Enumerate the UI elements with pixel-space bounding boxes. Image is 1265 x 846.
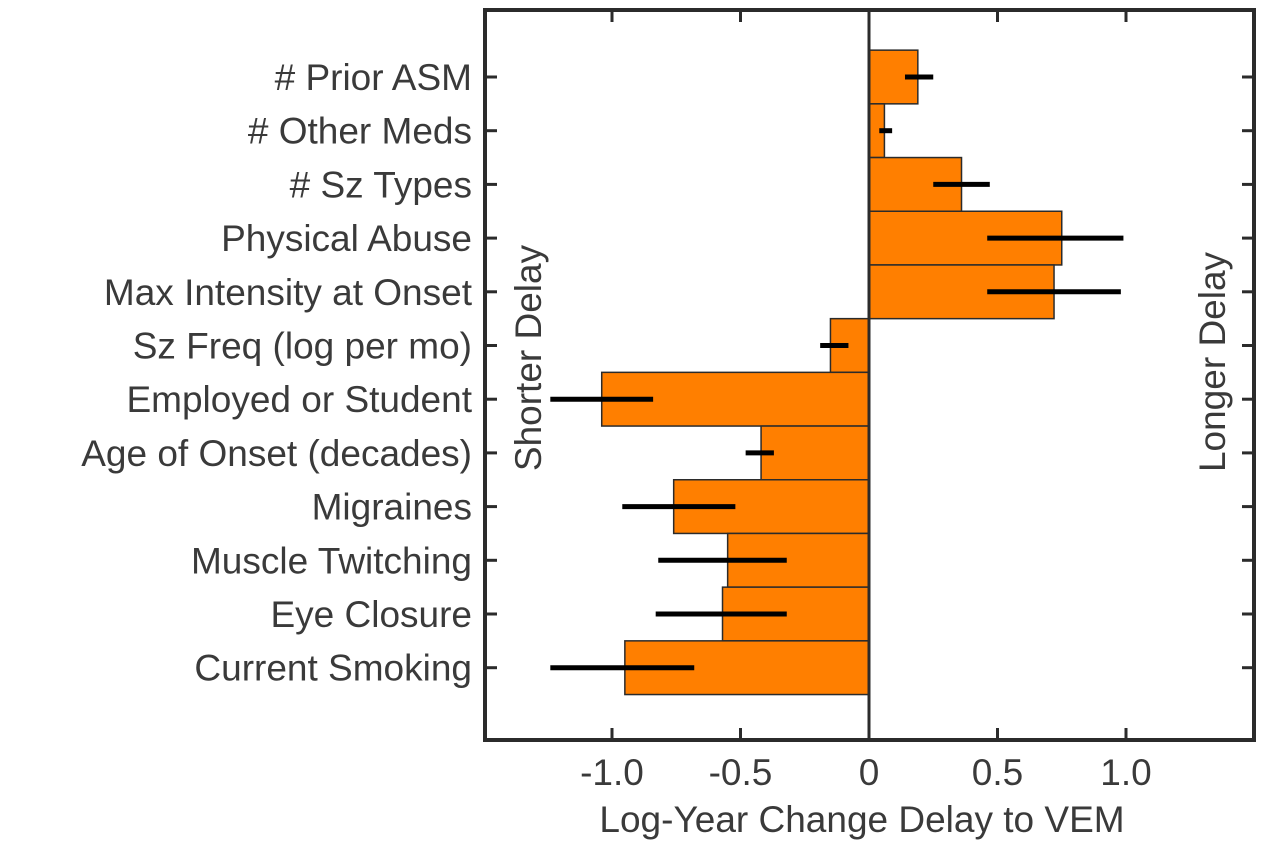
category-label: Employed or Student [126,379,472,420]
x-tick-label: -0.5 [709,752,773,793]
bars-group [600,49,1063,696]
category-label: Eye Closure [270,594,472,635]
x-tick-label: 0.5 [972,752,1023,793]
bar [760,425,870,481]
category-label: # Other Meds [248,111,472,152]
x-tick-labels-group: -1.0 -0.5 0 0.5 1.0 [580,752,1152,793]
x-tick-label: 1.0 [1100,752,1151,793]
category-label: # Prior ASM [275,57,472,98]
plot-frame [483,8,1256,742]
x-tick-label: -1.0 [580,752,644,793]
error-bars-group [550,74,1124,671]
category-label: Physical Abuse [221,218,472,259]
x-axis-label: Log-Year Change Delay to VEM [599,799,1124,840]
bar [624,640,870,696]
category-label: Muscle Twitching [191,540,472,581]
category-label: Age of Onset (decades) [81,433,472,474]
category-label: Sz Freq (log per mo) [133,326,472,367]
x-tick-label: 0 [859,752,880,793]
category-label: Max Intensity at Onset [104,272,473,313]
longer-delay-label: Longer Delay [1192,251,1233,472]
category-label: # Sz Types [290,164,472,205]
category-label: Migraines [312,487,472,528]
category-label: Current Smoking [194,648,472,689]
category-labels-group: # Prior ASM # Other Meds # Sz Types Physica… [81,57,472,689]
shorter-delay-label: Shorter Delay [508,244,549,471]
